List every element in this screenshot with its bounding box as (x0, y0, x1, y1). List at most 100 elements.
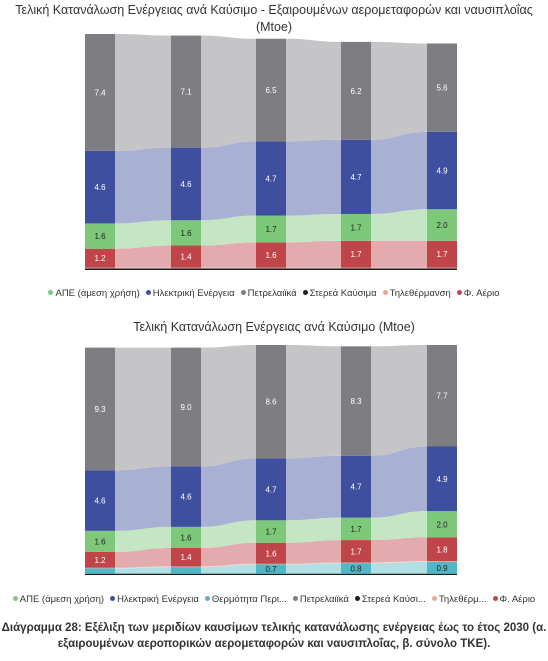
legend-swatch (204, 595, 210, 601)
chart-1-legend-item-res: ΑΠΕ (άμεση χρήση) (48, 288, 140, 299)
chart-1-bar-telecom-2025 (256, 267, 286, 269)
chart-1-value-label-electricity-2030: 4.9 (436, 167, 448, 176)
chart-1-band-electricity-3 (371, 131, 427, 214)
chart-1-value-label-res-2030: 2.0 (436, 221, 448, 230)
chart-1-value-label-gas-2027: 1.7 (350, 250, 362, 259)
chart-2-bar-res-2020 (85, 530, 115, 552)
legend-swatch (382, 289, 388, 295)
chart-2-legend-item-telecom: Τηλεθέρμ... (431, 594, 487, 605)
chart-1-value-label-electricity-2020: 4.6 (94, 183, 106, 192)
chart-2-band-electricity-2 (286, 455, 341, 521)
chart-2-bar-telecom-2025 (256, 563, 286, 565)
chart-2-bar-electricity-2020 (85, 470, 115, 531)
chart-1-value-label-gas-2030: 1.7 (436, 250, 448, 259)
chart-1-title: Τελική Κατανάλωση Ενέργειας ανά Καύσιμο … (15, 3, 533, 34)
chart-2-bar-gas-2030 (427, 537, 457, 562)
chart-2-bar-solid-2030 (427, 573, 457, 575)
chart-2-value-label-electricity-2025: 4.7 (265, 485, 277, 494)
chart-1-band-res-1 (201, 215, 256, 246)
chart-1-legend-item-telecom: Τηλεθέρμανση (382, 288, 451, 299)
chart-2-band-electricity-0 (115, 466, 171, 531)
chart-2-value-label-oil-2030: 7.7 (436, 392, 448, 401)
chart-2-value-label-res-2025: 1.7 (265, 528, 277, 537)
chart-1-bar-solid-2030 (427, 268, 457, 270)
chart-1-bar-oil-2025 (256, 38, 286, 142)
chart-2-band-telecom-2 (286, 562, 341, 565)
chart-1-bar-gas-2030 (427, 240, 457, 268)
chart-1-value-label-res-2020: 1.6 (94, 232, 106, 241)
chart-2-value-label-oil-2025: 8.6 (265, 398, 277, 407)
chart-1-band-solid-0 (115, 268, 171, 270)
chart-1-bar-oil-2022 (171, 35, 201, 148)
chart-1-bar-oil-2030 (427, 43, 457, 132)
chart-2-value-label-heat-2027: 0.8 (350, 564, 362, 573)
legend-label: Ηλεκτρική Ενέργεια (152, 288, 235, 299)
chart-2-legend-item-electricity: Ηλεκτρική Ενέργεια (110, 594, 199, 605)
chart-2-value-label-heat-2030: 0.9 (436, 564, 448, 573)
chart-1-legend-item-oil: Πετρελαιϊκά (240, 288, 297, 299)
chart-2-bar-oil-2027 (341, 346, 371, 456)
chart-1-bar-electricity-2020 (85, 150, 115, 224)
chart-1-band-telecom-2 (286, 267, 341, 269)
chart-2-band-oil-3 (371, 345, 427, 456)
chart-1-bar-solid-2027 (341, 268, 371, 270)
legend-label: Τηλεθέρμ... (438, 594, 487, 605)
chart-2-bar-solid-2022 (171, 573, 201, 575)
chart-2-band-gas-0 (115, 547, 171, 568)
chart-1-value-label-oil-2020: 7.4 (94, 88, 106, 97)
chart-2-band-heat-0 (115, 567, 171, 574)
chart-1-band-gas-0 (115, 245, 171, 268)
chart-1-plot: 1.21.64.67.420201.41.64.67.120221.61.74.… (85, 34, 457, 270)
chart-1-band-solid-2 (286, 268, 341, 270)
chart-2-bar-res-2030 (427, 511, 457, 538)
chart-2-value-label-gas-2020: 1.2 (94, 556, 106, 565)
chart-1-bar-electricity-2022 (171, 147, 201, 221)
chart-2-legend-item-heat: Θερμότητα Περι... (204, 594, 287, 605)
chart-2-band-gas-2 (286, 540, 341, 564)
chart-2-band-solid-3 (371, 573, 427, 575)
chart-1-value-label-electricity-2025: 4.7 (265, 174, 277, 183)
chart-1-bar-gas-2020 (85, 248, 115, 268)
chart-1-value-label-oil-2022: 7.1 (180, 88, 192, 97)
chart-1-bar-oil-2020 (85, 34, 115, 151)
chart-2-bar-res-2025 (256, 520, 286, 543)
chart-2-bar-oil-2030 (427, 345, 457, 447)
chart-2-band-heat-1 (201, 564, 256, 574)
chart-1-bar-gas-2022 (171, 245, 201, 268)
legend-label: Ηλεκτρική Ενέργεια (117, 594, 199, 605)
legend-swatch (12, 595, 18, 601)
chart-1-band-oil-0 (115, 34, 171, 151)
chart-2-bar-telecom-2027 (341, 562, 371, 564)
chart-1-band-oil-2 (286, 38, 341, 142)
chart-1-band-telecom-3 (371, 267, 427, 269)
chart-2-bar-heat-2025 (256, 564, 286, 574)
legend-label: ΑΠΕ (άμεση χρήση) (55, 288, 140, 299)
chart-2-value-label-gas-2025: 1.6 (265, 549, 277, 558)
chart-2-value-label-oil-2027: 8.3 (350, 397, 362, 406)
chart-2-bar-electricity-2030 (427, 446, 457, 512)
chart-2-bar-telecom-2022 (171, 566, 201, 568)
chart-1-value-label-oil-2025: 6.5 (265, 86, 277, 95)
chart-1-value-label-gas-2025: 1.6 (265, 251, 277, 260)
chart-2-band-heat-2 (286, 563, 341, 574)
chart-1-bar-oil-2027 (341, 41, 371, 140)
chart-1-bar-telecom-2020 (85, 267, 115, 269)
chart-2-band-solid-2 (286, 573, 341, 575)
chart-2-band-res-2 (286, 517, 341, 543)
chart-2-value-label-res-2020: 1.6 (94, 537, 106, 546)
chart-1-band-electricity-1 (201, 141, 256, 221)
legend-swatch (240, 289, 246, 295)
legend-swatch (354, 595, 360, 601)
legend-label: Θερμότητα Περι... (211, 594, 287, 605)
chart-2-band-oil-1 (201, 345, 256, 467)
chart-2-legend-item-res: ΑΠΕ (άμεση χρήση) (12, 594, 104, 605)
chart-1-band-electricity-2 (286, 139, 341, 216)
chart-2-band-res-0 (115, 526, 171, 552)
chart-2-bar-gas-2020 (85, 551, 115, 568)
chart-2-value-label-oil-2022: 9.0 (180, 403, 192, 412)
chart-1-value-label-gas-2022: 1.4 (180, 253, 192, 262)
chart-1-band-res-0 (115, 220, 171, 249)
legend-swatch (145, 289, 151, 295)
chart-1-band-gas-3 (371, 240, 427, 268)
chart-1-bar-electricity-2027 (341, 139, 371, 214)
